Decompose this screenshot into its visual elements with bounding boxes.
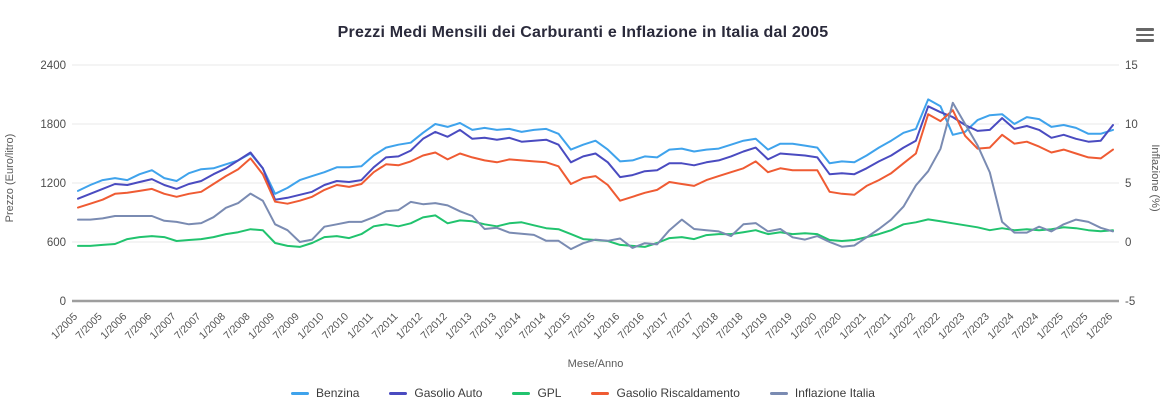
x-tick-label: 1/2010 [295,311,326,342]
y-axis-left-tick-labels: 0 600 1200 1800 2400 [40,60,66,308]
x-tick-label: 1/2018 [690,311,721,342]
legend-item-inflazione-italia[interactable]: Inflazione Italia [769,386,875,400]
x-tick-label: 1/2008 [197,311,228,342]
x-tick-label: 7/2019 [764,311,795,342]
legend-item-gasolio-auto[interactable]: Gasolio Auto [389,386,482,400]
y-right-tick-label: 0 [1125,237,1131,249]
legend-label: Gasolio Riscaldamento [616,386,740,400]
series-lines [77,98,1114,251]
y-right-tick-label: 15 [1125,60,1138,72]
x-tick-label: 1/2009 [246,311,277,342]
gridlines [72,64,1119,303]
hamburger-menu-icon[interactable] [1134,25,1158,45]
y-left-tick-label: 1800 [40,119,66,131]
x-tick-label: 7/2005 [74,311,105,342]
x-tick-label: 1/2021 [837,311,868,342]
hamburger-bar [1136,39,1154,42]
y-left-tick-label: 0 [60,296,66,308]
x-tick-label: 7/2020 [813,311,844,342]
legend-line-marker [512,391,531,395]
legend-line-marker [591,391,610,395]
series-line-gasolio-riscaldamento [77,109,1114,209]
x-tick-label: 7/2016 [616,311,647,342]
x-tick-label: 7/2008 [221,311,252,342]
x-tick-label: 7/2017 [665,311,696,342]
x-tick-label: 7/2013 [468,311,499,342]
x-tick-label: 1/2006 [98,311,129,342]
x-tick-label: 1/2025 [1035,311,1066,342]
x-tick-label: 7/2009 [271,311,302,342]
x-tick-label: 7/2015 [566,311,597,342]
y-left-tick-label: 1200 [40,178,66,190]
x-axis-title: Mese/Anno [567,358,624,370]
x-tick-label: 1/2014 [492,311,523,342]
x-tick-label: 1/2022 [887,311,918,342]
x-tick-label: 7/2025 [1059,311,1090,342]
legend-label: Gasolio Auto [414,386,483,400]
x-tick-label: 1/2013 [443,311,474,342]
x-tick-label: 1/2015 [542,311,573,342]
legend: Benzina Gasolio Auto GPL Gasolio Riscaldame… [0,386,1166,400]
x-tick-label: 1/2026 [1084,311,1115,342]
legend-item-gasolio-riscaldamento[interactable]: Gasolio Riscaldamento [591,386,740,400]
x-tick-label: 1/2012 [394,311,425,342]
x-tick-label: 7/2023 [961,311,992,342]
x-tick-label: 1/2016 [591,311,622,342]
chart-title: Prezzi Medi Mensili dei Carburanti e Inf… [337,24,829,41]
legend-item-benzina[interactable]: Benzina [291,386,359,400]
legend-line-marker [389,391,408,395]
hamburger-bar [1136,28,1154,31]
y-right-tick-label: 5 [1125,178,1131,190]
legend-label: Benzina [316,386,360,400]
x-tick-label: 1/2024 [985,311,1016,342]
x-tick-label: 1/2020 [788,311,819,342]
x-tick-label: 1/2017 [640,311,671,342]
legend-line-marker [291,391,310,395]
x-tick-label: 1/2011 [345,311,376,342]
x-tick-label: 7/2022 [911,311,942,342]
x-tick-label: 7/2006 [123,311,154,342]
y-right-tick-label: 10 [1125,119,1138,131]
y-left-tick-label: 2400 [40,60,66,72]
x-tick-label: 1/2023 [936,311,967,342]
legend-label: GPL [537,386,562,400]
x-tick-label: 7/2018 [714,311,745,342]
x-tick-label: 7/2007 [172,311,203,342]
y-left-tick-label: 600 [47,237,66,249]
x-tick-label: 1/2005 [49,311,80,342]
y-axis-right-tick-labels: -5 0 5 10 15 [1125,60,1138,308]
series-line-inflazione-italia [77,101,1114,251]
legend-item-gpl[interactable]: GPL [512,386,561,400]
y-right-tick-label: -5 [1125,296,1135,308]
hamburger-bar [1136,33,1154,37]
x-tick-label: 1/2019 [739,311,770,342]
x-tick-label: 7/2012 [419,311,450,342]
x-tick-label: 7/2014 [517,311,548,342]
legend-label: Inflazione Italia [794,386,875,400]
legend-line-marker [769,391,788,395]
series-line-benzina [77,98,1114,195]
x-tick-label: 7/2024 [1010,311,1041,342]
x-axis-tick-labels: 1/20057/20051/20067/20061/20077/20071/20… [49,311,1115,342]
x-tick-label: 7/2010 [320,311,351,342]
x-tick-label: 7/2021 [862,311,893,342]
series-line-gasolio-auto [77,105,1114,201]
x-tick-label: 1/2007 [147,311,178,342]
